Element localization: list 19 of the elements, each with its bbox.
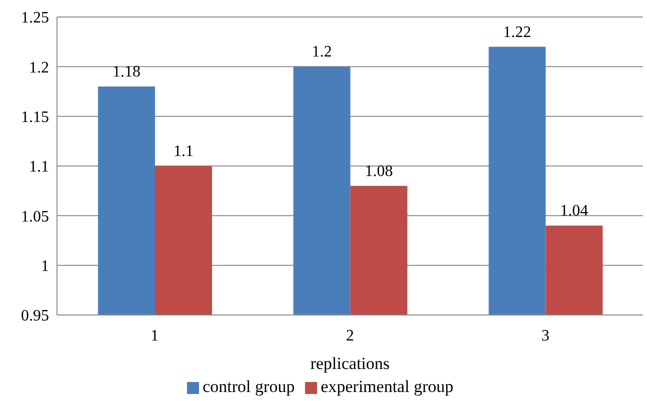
data-label: 1.2: [312, 44, 332, 61]
y-tick-label: 1.05: [21, 208, 49, 226]
y-tick-label: 1.25: [21, 10, 49, 27]
legend-label: control group: [202, 377, 295, 396]
y-tick-label: 1.1: [29, 158, 49, 176]
x-tick-label: 3: [541, 327, 550, 344]
data-label: 1.22: [503, 24, 532, 41]
data-label: 1.04: [560, 202, 588, 220]
x-tick-label: 1: [150, 327, 159, 344]
data-label: 1.1: [174, 143, 194, 160]
data-label: 1.18: [112, 64, 141, 81]
x-axis-title: replications: [310, 354, 390, 373]
y-tick-label: 1.15: [21, 109, 49, 126]
data-label: 1.08: [364, 162, 393, 180]
y-tick-label: 1.2: [29, 59, 49, 76]
x-tick-label: 2: [346, 327, 354, 344]
legend-label: experimental group: [320, 377, 454, 396]
y-tick-label: 1: [41, 258, 49, 276]
y-tick-label: 0.95: [21, 308, 49, 325]
